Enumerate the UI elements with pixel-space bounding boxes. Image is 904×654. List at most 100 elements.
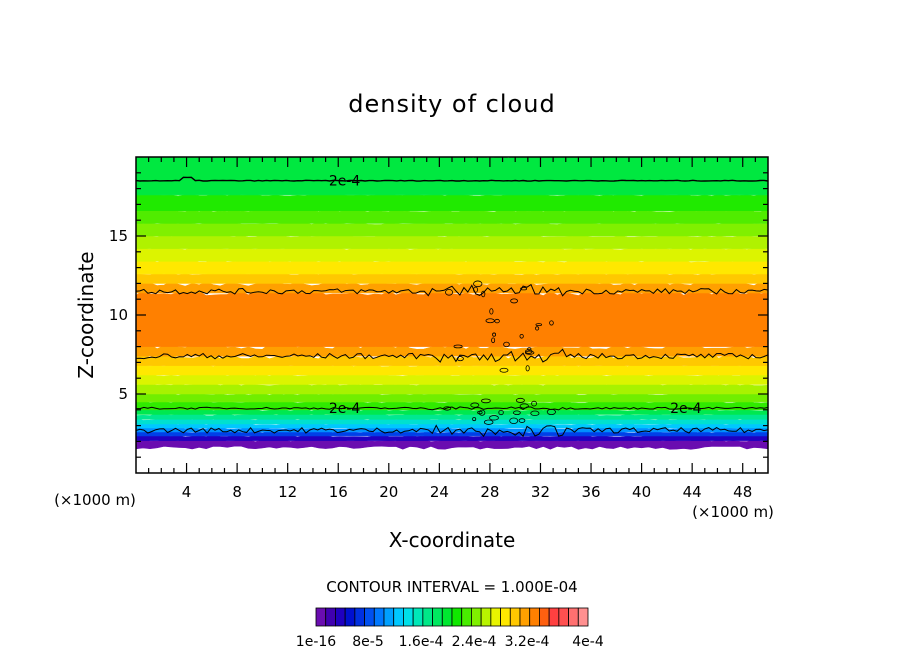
colorbar-swatch [480, 607, 492, 627]
contour-band [136, 221, 768, 237]
colorbar-swatch [509, 607, 521, 627]
contour-loop [443, 406, 452, 411]
colorbar-labels: 1e-16 8e-5 1.6e-4 2.4e-4 3.2e-4 4e-4 [296, 634, 604, 650]
contour-loop [473, 280, 483, 288]
contour-loop [503, 341, 510, 348]
colorbar-label: 2.4e-4 [452, 634, 497, 650]
contour-loop [483, 419, 494, 425]
contour-lines [135, 176, 769, 438]
x-tick-label: 40 [632, 483, 651, 501]
contour-labels: 2e-4 2e-4 2e-4 [329, 174, 702, 418]
colorbar-label: 4e-4 [572, 634, 604, 650]
plot-area [136, 157, 768, 473]
colorbar-label: 1e-16 [296, 634, 336, 650]
x-tick-label: 32 [531, 483, 550, 501]
contour-loop [494, 318, 500, 324]
contour-loop [509, 417, 519, 424]
x-tick-label: 8 [232, 483, 242, 501]
chart-title: density of cloud [348, 90, 555, 118]
contour-line [135, 176, 769, 182]
contour-loop [512, 410, 521, 416]
contour-band [136, 364, 768, 376]
colorbar-label: 8e-5 [352, 634, 383, 650]
contour-band [136, 157, 768, 196]
x-axis-label: X-coordinate [389, 528, 516, 552]
contour-loop [519, 333, 524, 339]
contour-band [136, 209, 768, 224]
contour-loop [520, 287, 528, 291]
contour-loop [518, 418, 526, 423]
colorbar-swatch [490, 607, 501, 627]
y-tick-label: 15 [109, 227, 128, 245]
contour-loop [549, 320, 554, 326]
colorbar-swatch [325, 607, 336, 627]
contour-loop [456, 356, 464, 362]
contour-loop [481, 290, 486, 298]
colorbar-swatch [412, 607, 424, 627]
colorbar-swatch [335, 607, 346, 627]
colorbar-swatch [471, 607, 482, 627]
contour-loop [535, 323, 543, 327]
contour-band [136, 289, 768, 347]
contour-label: 2e-4 [329, 401, 361, 417]
x-unit-left: (×1000 m) [54, 491, 136, 509]
contour-band [136, 259, 768, 275]
contour-loop [535, 326, 540, 331]
colorbar-swatch [432, 607, 443, 627]
contour-label: 2e-4 [329, 174, 361, 190]
contour-label: 2e-4 [670, 401, 702, 417]
contour-loop [470, 402, 480, 408]
colorbar-swatch [451, 607, 463, 627]
colorbar-swatch [344, 607, 356, 627]
colorbar-swatch [373, 607, 385, 627]
colorbar-swatch [539, 607, 550, 627]
y-tick-label: 10 [109, 306, 128, 324]
contour-loop [510, 298, 519, 304]
colorbar-swatch [519, 607, 531, 627]
contour-loop [478, 409, 486, 416]
contour-band [136, 272, 768, 284]
contour-loop [492, 332, 497, 337]
colorbar-swatch [364, 607, 375, 627]
colorbar-swatch [529, 607, 540, 627]
colorbar-swatch [354, 607, 365, 627]
x-axis: 4 8 12 16 20 24 28 32 36 40 44 48 [148, 157, 756, 501]
contour-interval-text: CONTOUR INTERVAL = 1.000E-04 [326, 578, 577, 596]
x-tick-label: 24 [430, 483, 449, 501]
colorbar-label: 1.6e-4 [399, 634, 444, 650]
x-tick-label: 36 [581, 483, 600, 501]
colorbar-label: 3.2e-4 [505, 634, 550, 650]
contour-loop [531, 400, 537, 407]
colorbar-swatch [548, 607, 560, 627]
y-axis-label: Z-coordinate [74, 251, 98, 378]
colorbar-swatch [577, 607, 589, 627]
x-tick-label: 48 [733, 483, 752, 501]
colorbar-swatch [461, 607, 472, 627]
colorbar-swatch [568, 607, 579, 627]
contour-band [136, 193, 768, 211]
colorbar-swatch [558, 607, 569, 627]
x-tick-label: 4 [182, 483, 192, 501]
colorbar-swatch [422, 607, 433, 627]
contour-band [136, 383, 768, 395]
contour-loop [546, 408, 556, 416]
contour-loop [473, 286, 478, 293]
y-axis: 5 10 15 [109, 172, 768, 458]
contour-band [136, 247, 768, 262]
contour-loop [453, 344, 463, 349]
contour-line [135, 424, 769, 438]
x-tick-label: 28 [480, 483, 499, 501]
contour-band [136, 234, 768, 249]
colorbar [315, 607, 589, 627]
x-tick-label: 44 [683, 483, 702, 501]
x-unit-right: (×1000 m) [692, 503, 774, 521]
colorbar-swatch [393, 607, 404, 627]
contour-loop [481, 398, 491, 404]
contour-loop [489, 415, 499, 421]
contour-line [135, 348, 769, 363]
contour-band [136, 439, 768, 450]
contour-loop [524, 349, 533, 354]
contour-loop [498, 409, 504, 416]
contour-loop [472, 417, 477, 422]
